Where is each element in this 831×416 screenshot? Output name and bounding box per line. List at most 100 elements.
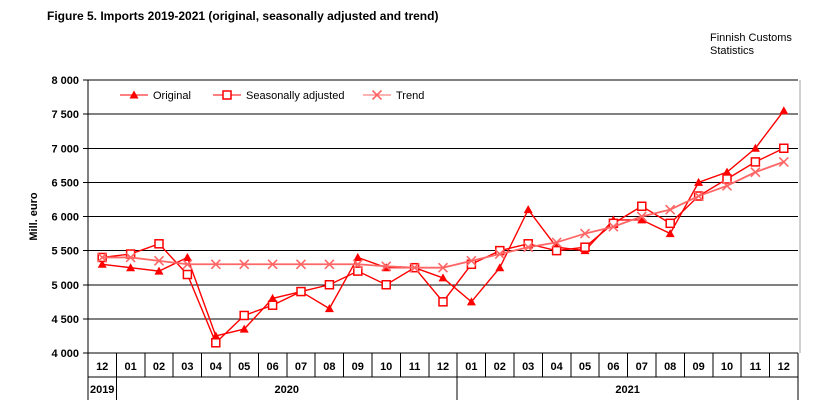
data-marker-square: [551, 245, 562, 256]
data-marker-triangle: [495, 263, 505, 272]
data-marker-square: [182, 269, 193, 280]
legend-label: Seasonally adjusted: [246, 90, 344, 102]
month-label: 05: [579, 361, 591, 373]
series-line-trend: [102, 161, 785, 269]
data-marker-x: [324, 259, 335, 270]
data-marker-x: [437, 262, 449, 273]
data-marker-x: [97, 252, 108, 263]
source-note-line2: Statistics: [710, 45, 755, 57]
month-label: 11: [409, 361, 421, 373]
data-marker-square: [779, 143, 789, 153]
year-label: 2020: [275, 384, 299, 396]
month-label: 04: [550, 361, 563, 373]
month-label: 06: [607, 361, 619, 373]
data-marker-square: [580, 242, 590, 252]
y-axis-label: 7 000: [51, 143, 79, 155]
data-marker-square: [324, 280, 335, 290]
data-marker-x: [239, 259, 250, 270]
data-marker-triangle: [694, 177, 704, 186]
data-marker-triangle: [239, 324, 249, 333]
y-axis-label: 6 000: [51, 212, 79, 224]
data-marker-square: [239, 310, 249, 321]
data-marker-triangle: [353, 252, 363, 261]
data-marker-x: [778, 156, 789, 167]
month-label: 12: [96, 361, 108, 373]
month-label: 03: [522, 361, 534, 373]
data-marker-x: [267, 259, 278, 270]
data-marker-triangle: [637, 215, 647, 224]
y-axis-label: 6 500: [51, 177, 79, 189]
series-line-seasonally-adjusted: [102, 147, 785, 344]
month-label: 10: [380, 361, 392, 373]
data-marker-triangle: [126, 263, 136, 272]
data-marker-x: [409, 262, 420, 273]
data-marker-square: [665, 218, 675, 229]
data-marker-triangle: [154, 266, 164, 275]
month-label: 07: [295, 361, 307, 373]
data-marker-x: [665, 204, 676, 215]
month-label: 01: [465, 361, 477, 373]
data-marker-triangle: [268, 293, 278, 302]
month-label: 08: [323, 361, 335, 373]
month-label: 01: [124, 361, 136, 373]
data-marker-triangle: [750, 143, 760, 152]
data-marker-x: [721, 180, 733, 191]
data-marker-triangle: [97, 259, 107, 268]
legend-label: Original: [153, 90, 191, 102]
data-marker-square: [154, 239, 164, 249]
month-label: 02: [153, 361, 165, 373]
month-label: 09: [692, 361, 704, 373]
data-marker-triangle: [466, 297, 476, 306]
month-label: 05: [238, 361, 250, 373]
month-label: 02: [494, 361, 506, 373]
data-marker-x: [750, 167, 761, 178]
month-label: 07: [636, 361, 648, 373]
legend-label: Trend: [396, 90, 424, 102]
data-marker-square: [267, 300, 278, 310]
data-marker-x: [494, 248, 505, 260]
data-marker-x: [153, 255, 165, 266]
data-marker-triangle: [438, 273, 448, 282]
data-marker-x: [551, 237, 562, 248]
data-marker-square: [438, 297, 448, 307]
data-marker-square: [750, 157, 761, 167]
y-axis-label: 4 500: [51, 314, 79, 326]
month-label: 04: [210, 361, 223, 373]
month-label: 12: [778, 361, 790, 373]
data-marker-x: [210, 259, 221, 270]
month-label: 11: [750, 361, 762, 373]
source-note: Finnish Customs Statistics: [710, 32, 792, 58]
data-marker-square: [637, 201, 647, 212]
data-marker-x: [636, 211, 647, 222]
data-marker-triangle: [523, 205, 533, 214]
data-marker-square: [353, 266, 363, 276]
data-marker-x: [466, 255, 477, 266]
legend-marker-x: [371, 89, 383, 101]
data-marker-x: [381, 261, 392, 272]
month-label: 09: [352, 361, 364, 373]
month-label: 03: [181, 361, 193, 373]
data-marker-square: [722, 174, 732, 184]
source-note-line1: Finnish Customs: [710, 32, 792, 44]
data-marker-x: [125, 252, 136, 263]
data-marker-triangle: [665, 229, 675, 238]
data-marker-x: [693, 190, 704, 202]
y-axis-title: Mill. euro: [28, 192, 40, 241]
data-marker-triangle: [182, 252, 192, 261]
y-axis-label: 7 500: [51, 109, 79, 121]
y-axis-label: 5 000: [51, 280, 79, 292]
data-marker-x: [295, 259, 307, 270]
data-marker-triangle: [779, 106, 789, 115]
data-marker-triangle: [324, 304, 334, 313]
data-marker-square: [381, 280, 391, 290]
year-label: 2021: [615, 384, 639, 396]
chart-title: Figure 5. Imports 2019-2021 (original, s…: [47, 9, 439, 23]
data-marker-triangle: [722, 167, 732, 176]
data-marker-square: [211, 338, 221, 348]
data-marker-square: [296, 286, 306, 297]
data-marker-x: [352, 259, 363, 270]
data-marker-x: [523, 242, 534, 253]
month-label: 08: [664, 361, 676, 373]
